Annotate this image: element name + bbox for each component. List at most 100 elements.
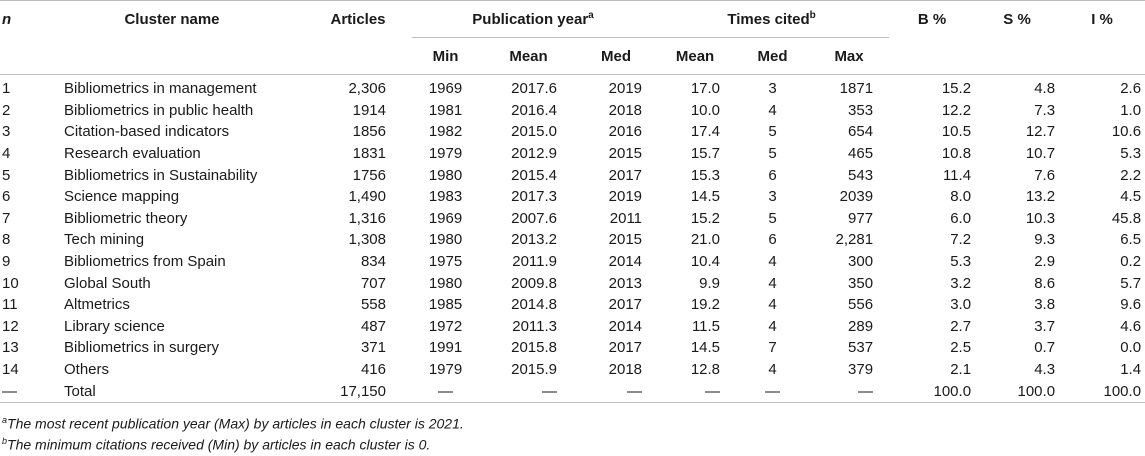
cell-py-min: 1969 [428, 209, 463, 227]
header-times-cited-label: Times cited [727, 11, 810, 28]
header-sub-empty [304, 37, 412, 75]
cell-tc-mean: 17.4 [690, 123, 721, 141]
cell-articles: 416 [360, 361, 386, 379]
cell-n: 8 [2, 231, 11, 249]
cell-tc-max: 2039 [839, 188, 874, 206]
cell-py-med: 2019 [608, 188, 643, 206]
cell-articles: 17,150 [304, 380, 412, 403]
cell-tc-med: 7 [768, 339, 777, 357]
cell-py-med: 2018 [608, 101, 643, 119]
cell-py-med: 2016 [608, 123, 643, 141]
cell-py-mean: 2017.6 [511, 80, 557, 98]
cell-s-pct: 12.7 [1025, 123, 1056, 141]
cell-py-min: 1975 [428, 253, 463, 271]
cell-n: 2 [2, 101, 11, 119]
footnote-mark-b: b [809, 10, 816, 21]
cell-tc-max: 537 [848, 339, 874, 357]
cell-articles: 487 [360, 317, 386, 335]
cell-tc-med: 4 [768, 253, 777, 271]
cell-i-pct: 5.7 [1120, 274, 1142, 292]
table-body: 1 Bibliometrics in management 2,306 1969 201… [0, 75, 1145, 403]
cell-py-min: 1982 [428, 123, 463, 141]
header-tc-max: Max [809, 37, 890, 75]
footnotes: aThe most recent publication year (Max) … [0, 403, 1145, 453]
footnote-a-text: The most recent publication year (Max) b… [7, 415, 464, 432]
cell-tc-max: 543 [848, 166, 874, 184]
cell-s-pct: 0.7 [1034, 339, 1056, 357]
cell-py-med: 2017 [608, 166, 643, 184]
table-row: 12 Library science 487 1972 2011.3 2014 11.5 4 2… [0, 316, 1145, 338]
cell-b-pct: 10.8 [941, 145, 972, 163]
cell-cluster-name: Others [64, 361, 110, 379]
cell-s-pct: 7.3 [1034, 101, 1056, 119]
cell-tc-mean: 14.5 [690, 339, 721, 357]
table-row: 9 Bibliometrics from Spain 834 1975 2011.9 20… [0, 251, 1145, 273]
table-row: 14 Others 416 1979 2015.9 2018 12.8 4 379 2.1 4.3 1… [0, 359, 1145, 381]
cell-cluster-name: Citation-based indicators [64, 123, 230, 141]
cell-tc-med: 4 [768, 317, 777, 335]
cell-py-min: 1985 [428, 296, 463, 314]
cell-tc-mean: — [654, 380, 737, 403]
header-py-min: Min [412, 37, 479, 75]
table-row: 13 Bibliometrics in surgery 371 1991 2015.8 2… [0, 337, 1145, 359]
cell-py-med: 2014 [608, 253, 643, 271]
header-tc-mean: Mean [654, 37, 737, 75]
cell-tc-med: 6 [768, 231, 777, 249]
header-articles: Articles [304, 0, 412, 38]
cell-py-mean: 2014.8 [511, 296, 557, 314]
cell-n: 3 [2, 123, 11, 141]
cell-tc-med: — [736, 380, 810, 403]
cell-n: 10 [2, 274, 19, 292]
cell-articles: 1914 [352, 101, 386, 119]
cell-py-mean: 2012.9 [511, 145, 557, 163]
header-sub-empty [0, 37, 40, 75]
footnote-b: bThe minimum citations received (Min) by… [0, 431, 1145, 453]
cell-tc-mean: 11.5 [691, 317, 721, 335]
header-n: n [0, 0, 40, 38]
cell-tc-max: 977 [848, 209, 874, 227]
cell-i-pct: 1.4 [1120, 361, 1142, 379]
cell-i-pct: 4.6 [1120, 317, 1142, 335]
header-i-pct: I % [1059, 0, 1145, 38]
cell-i-pct: 100.0 [1059, 380, 1145, 403]
cell-tc-med: 3 [768, 188, 777, 206]
cell-n: 12 [2, 317, 19, 335]
cell-tc-max: 289 [848, 317, 874, 335]
cell-tc-max: 1871 [839, 80, 874, 98]
cell-articles: 1756 [352, 166, 386, 184]
header-b-pct: B % [889, 0, 976, 38]
cell-b-pct: 5.3 [950, 253, 972, 271]
cell-py-med: 2015 [608, 145, 643, 163]
cell-s-pct: 3.8 [1034, 296, 1056, 314]
cell-py-med: 2019 [608, 80, 643, 98]
cell-n: 4 [2, 145, 11, 163]
cell-tc-mean: 9.9 [699, 274, 721, 292]
cell-tc-med: 4 [768, 101, 777, 119]
table-row: 6 Science mapping 1,490 1983 2017.3 2019 14.5 3… [0, 186, 1145, 208]
cell-py-min: 1983 [428, 188, 463, 206]
cell-i-pct: 0.2 [1120, 253, 1142, 271]
cell-py-med: — [578, 380, 655, 403]
cell-articles: 1831 [352, 145, 386, 163]
cell-b-pct: 6.0 [950, 209, 972, 227]
cell-tc-mean: 15.3 [690, 166, 721, 184]
cell-tc-med: 5 [768, 123, 777, 141]
cell-tc-mean: 10.4 [690, 253, 721, 271]
cell-py-mean: 2017.3 [511, 188, 557, 206]
cell-i-pct: 9.6 [1120, 296, 1142, 314]
cluster-table: n Cluster name Articles Publication year… [0, 0, 1145, 403]
cell-py-mean: 2009.8 [511, 274, 557, 292]
cell-b-pct: 2.5 [950, 339, 972, 357]
cell-s-pct: 10.3 [1025, 209, 1056, 227]
cell-articles: 558 [360, 296, 386, 314]
cell-tc-max: 379 [848, 361, 874, 379]
cell-py-mean: 2016.4 [511, 101, 557, 119]
footnote-a: aThe most recent publication year (Max) … [0, 410, 1145, 432]
cell-b-pct: 11.4 [942, 166, 972, 184]
cell-tc-mean: 17.0 [690, 80, 721, 98]
cell-py-mean: 2015.9 [511, 361, 557, 379]
cell-s-pct: 9.3 [1034, 231, 1056, 249]
cell-tc-med: 6 [768, 166, 777, 184]
cell-py-med: 2015 [608, 231, 643, 249]
